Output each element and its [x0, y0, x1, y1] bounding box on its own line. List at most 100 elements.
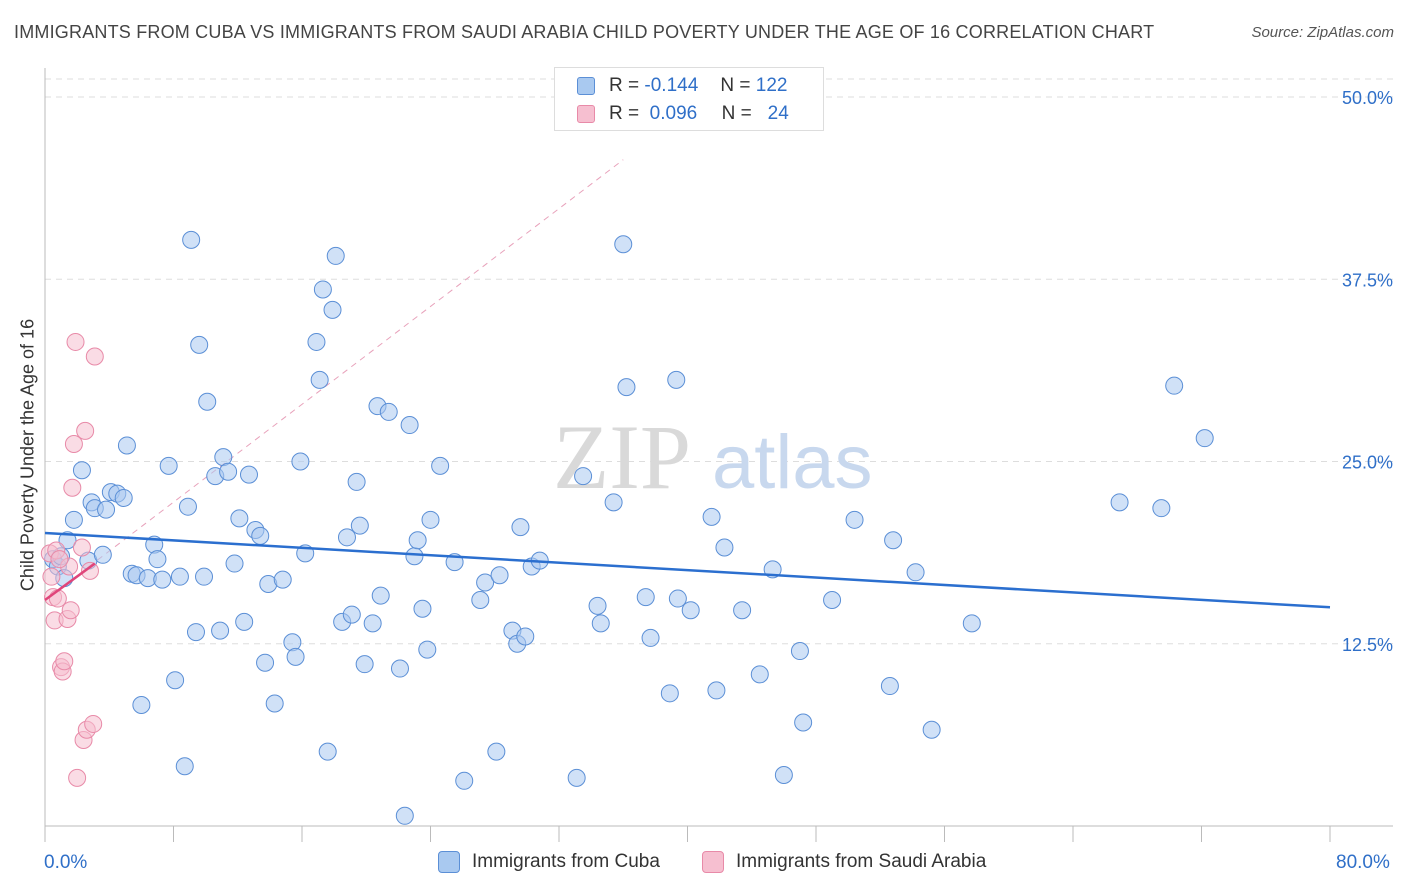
cuba-n-value: 122 [755, 75, 788, 96]
n-label: N = [720, 75, 751, 96]
n-label: N = [721, 103, 752, 124]
cuba-point [774, 765, 793, 784]
cuba-point [715, 538, 734, 557]
cuba-point [337, 528, 356, 547]
cuba-point [884, 531, 903, 550]
cuba-point [408, 531, 427, 550]
watermark: ZIP atlas [553, 406, 873, 508]
cuba-point [225, 554, 244, 573]
series-legend: Immigrants from Cuba Immigrants from Sau… [0, 851, 1406, 879]
watermark-zip: ZIP [553, 406, 691, 508]
cuba-point [588, 596, 607, 615]
cuba-point [371, 586, 390, 605]
cuba-point [235, 612, 254, 631]
cuba-point [1110, 493, 1129, 512]
cuba-point [153, 570, 172, 589]
cuba-point [733, 601, 752, 620]
cuba-point [400, 416, 419, 435]
saudi-r-value: 0.096 [649, 103, 698, 124]
cuba-point [455, 771, 474, 790]
x-axis-min-label: 0.0% [44, 852, 88, 873]
cuba-point [591, 614, 610, 633]
cuba-point [97, 500, 116, 519]
cuba-point [1165, 376, 1184, 395]
cuba-point [195, 567, 214, 586]
cuba-point [413, 599, 432, 618]
cuba-point [490, 566, 509, 585]
cuba-point [574, 467, 593, 486]
cuba-point [313, 280, 332, 299]
cuba-point [660, 684, 679, 703]
legend-item-saudi[interactable]: Immigrants from Saudi Arabia [702, 851, 986, 873]
saudi-trend-line [44, 562, 96, 602]
cuba-point [1152, 499, 1171, 518]
y-tick-label: 50.0% [1342, 88, 1393, 108]
cuba-point [636, 588, 655, 607]
cuba-point [471, 591, 490, 610]
saudi-swatch [577, 105, 595, 123]
reference-line [44, 159, 624, 601]
cuba-point [390, 659, 409, 678]
cuba-point [148, 550, 167, 569]
cuba-point [230, 509, 249, 528]
stats-legend: R = -0.144 N = 122 R = 0.096 N = 24 [554, 67, 824, 131]
cuba-point [604, 493, 623, 512]
cuba-point [1195, 429, 1214, 448]
cuba-point [198, 392, 217, 411]
grid-lines [45, 78, 1393, 645]
cuba-point [342, 605, 361, 624]
cuba-point [175, 757, 194, 776]
saudi-point [63, 478, 82, 497]
cuba-point [117, 436, 136, 455]
cuba-point [567, 768, 586, 787]
cuba-point [211, 621, 230, 640]
saudi-legend-label: Immigrants from Saudi Arabia [736, 851, 987, 872]
cuba-point [476, 573, 495, 592]
saudi-point [72, 538, 91, 557]
cuba-point [307, 332, 326, 351]
y-tick-labels: 12.5% 25.0% 37.5% 50.0% [1342, 88, 1393, 655]
saudi-point [84, 714, 103, 733]
saudi-point [61, 601, 80, 620]
cuba-point [256, 653, 275, 672]
cuba-point [265, 694, 284, 713]
cuba-point [614, 235, 633, 254]
cuba-point [114, 488, 133, 507]
cuba-point [906, 563, 925, 582]
legend-item-cuba[interactable]: Immigrants from Cuba [438, 851, 660, 873]
cuba-point [880, 677, 899, 696]
watermark-atlas: atlas [712, 420, 873, 505]
cuba-swatch [577, 77, 595, 95]
cuba-point [418, 640, 437, 659]
trend-lines [44, 531, 1331, 609]
cuba-point [668, 589, 687, 608]
legend-row-saudi: R = 0.096 N = 24 [577, 101, 789, 127]
cuba-legend-swatch [438, 851, 460, 873]
cuba-point [182, 230, 201, 249]
reference-dashed-line [44, 159, 624, 601]
cuba-point [823, 591, 842, 610]
cuba-point [326, 246, 345, 265]
cuba-point [667, 370, 686, 389]
cuba-legend-label: Immigrants from Cuba [472, 851, 660, 872]
y-axis-title: Child Poverty Under the Age of 16 [17, 318, 38, 592]
cuba-point [72, 461, 91, 480]
saudi-point [68, 768, 87, 787]
cuba-point [166, 671, 185, 690]
cuba-point [707, 681, 726, 700]
y-tick-label: 37.5% [1342, 270, 1393, 290]
saudi-n-value: 24 [767, 103, 789, 124]
cuba-point [395, 806, 414, 825]
cuba-point [219, 462, 238, 481]
cuba-point [790, 642, 809, 661]
cuba-point [178, 497, 197, 516]
cuba-point [159, 456, 178, 475]
saudi-point [64, 435, 83, 454]
cuba-point [291, 452, 310, 471]
cuba-point [350, 516, 369, 535]
cuba-point [516, 627, 535, 646]
legend-row-cuba: R = -0.144 N = 122 [577, 73, 787, 99]
cuba-point [347, 472, 366, 491]
cuba-point [132, 695, 151, 714]
cuba-point [702, 507, 721, 526]
